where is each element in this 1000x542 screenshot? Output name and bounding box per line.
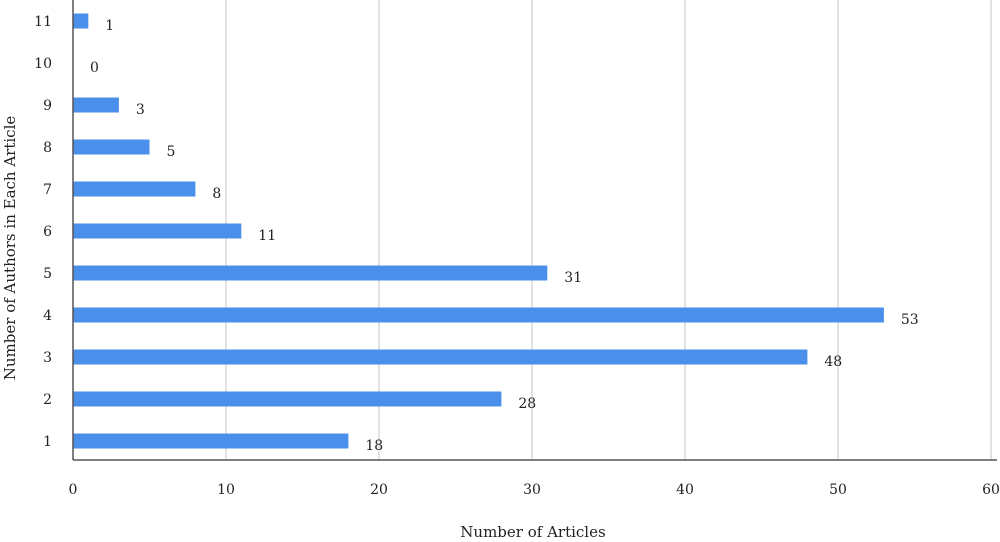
- value-label-5: 31: [564, 270, 582, 286]
- value-label-6: 11: [258, 228, 276, 244]
- bar-7: [73, 181, 196, 197]
- y-tick-label-4: 4: [43, 308, 52, 324]
- y-tick-label-2: 2: [43, 392, 52, 408]
- bar-8: [73, 139, 150, 155]
- value-label-2: 28: [518, 396, 536, 412]
- value-label-4: 53: [901, 312, 919, 328]
- bar-11: [73, 13, 89, 29]
- x-tick-label-40: 40: [676, 482, 694, 498]
- y-tick-label-1: 1: [43, 434, 52, 450]
- axes: [72, 0, 997, 461]
- value-label-10: 0: [90, 60, 99, 76]
- y-tick-label-11: 11: [34, 14, 52, 30]
- value-label-3: 48: [824, 354, 842, 370]
- value-label-7: 8: [212, 186, 221, 202]
- bar-1: [73, 433, 349, 449]
- y-tick-label-6: 6: [43, 224, 52, 240]
- y-tick-label-3: 3: [43, 350, 52, 366]
- y-tick-label-8: 8: [43, 140, 52, 156]
- x-tick-labels: 0 10 20 30 40 50 60: [69, 482, 1000, 498]
- x-tick-label-10: 10: [217, 482, 235, 498]
- y-tick-label-9: 9: [43, 98, 52, 114]
- bar-2: [73, 391, 502, 407]
- y-axis-title: Number of Authors in Each Article: [1, 116, 19, 381]
- y-tick-label-10: 10: [34, 56, 52, 72]
- value-label-8: 5: [167, 144, 176, 160]
- x-axis-title: Number of Articles: [460, 523, 605, 541]
- y-tick-label-7: 7: [43, 182, 52, 198]
- bar-4: [73, 307, 884, 323]
- x-tick-label-60: 60: [982, 482, 1000, 498]
- x-tick-label-0: 0: [69, 482, 78, 498]
- bars: [73, 13, 884, 449]
- x-tick-label-20: 20: [370, 482, 388, 498]
- y-tick-label-5: 5: [43, 266, 52, 282]
- bar-9: [73, 97, 119, 113]
- bar-5: [73, 265, 548, 281]
- x-tick-label-30: 30: [523, 482, 541, 498]
- value-label-1: 18: [365, 438, 383, 454]
- value-label-9: 3: [136, 102, 145, 118]
- value-label-11: 1: [105, 18, 114, 34]
- bar-6: [73, 223, 242, 239]
- x-tick-label-50: 50: [829, 482, 847, 498]
- gridlines: [225, 0, 992, 460]
- y-tick-labels: 1 2 3 4 5 6 7 8 9 10 11: [34, 14, 52, 450]
- bar-3: [73, 349, 808, 365]
